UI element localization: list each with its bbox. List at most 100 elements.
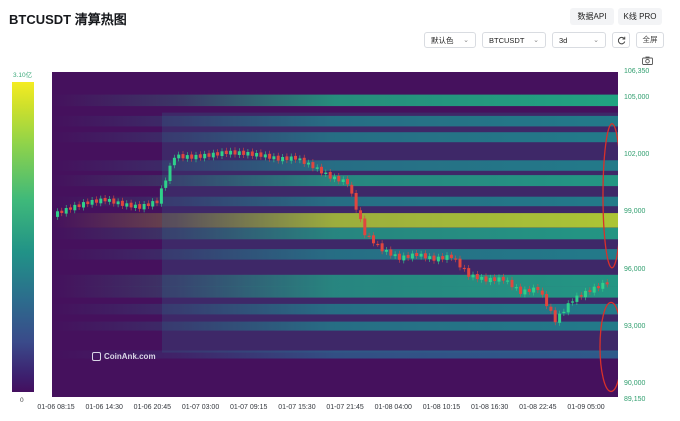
price-candle xyxy=(341,179,345,182)
price-candle xyxy=(69,207,72,210)
price-candle xyxy=(458,258,462,268)
watermark: CoinAnk.com xyxy=(92,352,156,361)
price-candle xyxy=(592,286,596,293)
price-candle xyxy=(449,254,453,258)
price-candle xyxy=(566,303,570,313)
y-tick-label: 102,000 xyxy=(624,151,650,158)
price-candle xyxy=(328,172,332,179)
price-candle xyxy=(112,198,116,204)
y-tick-label: 99,000 xyxy=(624,208,646,215)
price-candle xyxy=(268,153,272,159)
price-candle xyxy=(350,184,354,194)
price-candle xyxy=(359,210,362,220)
legend-color-scale xyxy=(12,82,34,392)
price-candle xyxy=(493,277,497,281)
heat-band xyxy=(52,94,618,107)
chevron-down-icon: ⌄ xyxy=(593,37,599,44)
price-candle xyxy=(233,150,237,155)
symbol-select[interactable]: BTCUSDT ⌄ xyxy=(482,32,546,48)
range-select[interactable]: 3d ⌄ xyxy=(552,32,606,48)
price-candle xyxy=(324,172,328,174)
price-candle xyxy=(302,157,306,164)
refresh-button[interactable] xyxy=(612,32,630,48)
price-candle xyxy=(276,155,280,161)
price-candle xyxy=(107,199,111,202)
color-scheme-select[interactable]: 默认色 ⌄ xyxy=(424,32,476,48)
heat-band xyxy=(52,321,618,331)
price-candle xyxy=(423,253,427,259)
range-value: 3d xyxy=(559,36,568,45)
heat-band xyxy=(52,115,618,127)
x-tick-label: 01-07 03:00 xyxy=(181,404,220,411)
price-candle xyxy=(298,158,302,161)
price-candle xyxy=(73,204,77,211)
highlight-ellipse-lower xyxy=(599,301,618,393)
data-api-button[interactable]: 数据API xyxy=(570,8,614,25)
price-candle xyxy=(250,151,254,156)
price-candle xyxy=(346,178,349,185)
price-candle xyxy=(95,199,98,203)
x-tick-label: 01-08 22:45 xyxy=(519,404,557,411)
price-candle xyxy=(488,277,492,283)
price-candle xyxy=(410,253,414,259)
price-candle xyxy=(263,154,267,158)
y-tick-label: 90,000 xyxy=(624,380,646,387)
x-tick-label: 01-07 21:45 xyxy=(326,404,364,411)
price-candle xyxy=(562,311,566,313)
kline-pro-button[interactable]: K线 PRO xyxy=(618,8,662,25)
price-candle xyxy=(558,313,562,323)
price-candle xyxy=(380,243,384,252)
heat-band xyxy=(52,227,618,240)
price-candle xyxy=(86,201,90,205)
price-candle xyxy=(527,288,531,292)
price-candle xyxy=(376,243,380,246)
price-candle xyxy=(103,198,107,202)
watermark-text: CoinAnk.com xyxy=(104,352,156,361)
price-candle xyxy=(497,277,501,282)
price-candle xyxy=(216,152,220,156)
price-candle xyxy=(177,154,181,159)
price-candle xyxy=(242,150,246,155)
x-tick-label: 01-08 10:15 xyxy=(422,404,461,411)
price-candle xyxy=(307,162,310,165)
heat-band xyxy=(52,350,618,359)
price-candle xyxy=(415,253,419,256)
camera-icon[interactable] xyxy=(642,56,653,65)
price-candle xyxy=(480,277,484,280)
heat-band xyxy=(52,132,618,143)
price-candle xyxy=(229,150,233,155)
price-candle xyxy=(428,256,432,259)
price-candle xyxy=(56,211,59,217)
price-candle xyxy=(285,156,289,161)
price-candle xyxy=(246,152,250,156)
price-candle xyxy=(155,200,159,204)
price-candle xyxy=(203,153,207,159)
liquidation-heatmap[interactable] xyxy=(52,72,618,397)
price-candle xyxy=(597,286,600,289)
price-candle xyxy=(220,151,224,156)
price-candle xyxy=(484,276,488,282)
legend-min-label: 0 xyxy=(20,397,24,404)
price-candle xyxy=(384,250,388,252)
price-candle xyxy=(571,301,574,303)
y-tick-label: 96,000 xyxy=(624,266,646,273)
price-candle xyxy=(164,180,168,188)
price-candle xyxy=(315,167,319,169)
heat-band xyxy=(52,175,618,187)
price-candle xyxy=(138,204,142,209)
price-candle xyxy=(532,287,536,293)
price-candle xyxy=(60,210,64,213)
y-tick-label: 89,150 xyxy=(624,396,646,403)
price-candle xyxy=(584,290,587,298)
price-candle xyxy=(159,188,163,204)
price-candle xyxy=(367,235,371,237)
fullscreen-button[interactable]: 全屏 xyxy=(636,32,664,48)
x-tick-label: 01-06 14:30 xyxy=(85,404,123,411)
x-tick-label: 01-07 15:30 xyxy=(278,404,316,411)
coinank-logo-icon xyxy=(92,352,101,361)
heat-band xyxy=(52,286,618,298)
price-candle xyxy=(514,287,518,289)
price-candle xyxy=(406,254,410,258)
price-candle xyxy=(198,154,202,158)
x-tick-label: 01-08 16:30 xyxy=(470,404,509,411)
